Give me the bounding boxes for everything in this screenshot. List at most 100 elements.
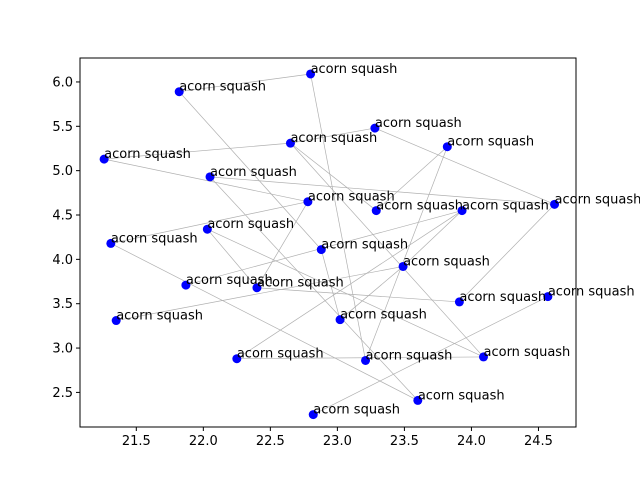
x-tick-label: 22.0 bbox=[189, 434, 218, 449]
data-point bbox=[308, 410, 318, 420]
point-label: acorn squash bbox=[462, 199, 549, 214]
data-point bbox=[106, 238, 116, 248]
data-point bbox=[361, 355, 371, 365]
x-tick-label: 22.5 bbox=[256, 434, 285, 449]
y-tick-label: 4.5 bbox=[52, 209, 73, 224]
y-tick-label: 5.5 bbox=[52, 120, 73, 135]
data-point bbox=[232, 354, 242, 364]
point-label: acorn squash bbox=[290, 131, 377, 146]
connection-line bbox=[207, 228, 484, 358]
data-point bbox=[181, 280, 191, 290]
connection-line bbox=[459, 204, 555, 303]
connection-line bbox=[374, 127, 555, 205]
x-axis-ticks: 21.5 22.0 22.5 23.0 23.5 24.0 24.5 bbox=[122, 427, 553, 449]
data-point bbox=[306, 69, 316, 79]
data-points bbox=[99, 69, 560, 420]
connection-line bbox=[236, 356, 484, 360]
x-tick-label: 24.0 bbox=[457, 434, 486, 449]
connection-line bbox=[402, 210, 463, 267]
point-label: acorn squash bbox=[104, 147, 191, 162]
data-point bbox=[550, 199, 560, 209]
point-label: acorn squash bbox=[237, 347, 324, 362]
axes-frame bbox=[79, 57, 577, 428]
point-label: acorn squash bbox=[376, 199, 463, 214]
point-label: acorn squash bbox=[311, 62, 398, 77]
point-label: acorn squash bbox=[116, 309, 203, 324]
point-label: acorn squash bbox=[555, 192, 640, 207]
point-label: acorn squash bbox=[186, 273, 273, 288]
point-label: acorn squash bbox=[459, 290, 546, 305]
data-point bbox=[202, 224, 212, 234]
point-label: acorn squash bbox=[375, 116, 462, 131]
point-label: acorn squash bbox=[340, 308, 427, 323]
connection-line bbox=[313, 296, 549, 415]
y-tick-label: 6.0 bbox=[52, 75, 73, 90]
connection-line bbox=[104, 142, 291, 160]
point-label: acorn squash bbox=[179, 80, 266, 95]
point-label: acorn squash bbox=[321, 238, 408, 253]
point-label: acorn squash bbox=[484, 345, 571, 360]
connection-line bbox=[290, 142, 484, 358]
connection-line bbox=[209, 176, 419, 401]
point-label: acorn squash bbox=[366, 348, 453, 363]
data-point bbox=[370, 123, 380, 133]
x-tick-label: 23.5 bbox=[390, 434, 419, 449]
data-point bbox=[371, 206, 381, 216]
point-label: acorn squash bbox=[111, 231, 198, 246]
connection-line bbox=[365, 146, 448, 361]
data-point bbox=[398, 261, 408, 271]
data-point bbox=[252, 283, 262, 293]
point-label: acorn squash bbox=[207, 217, 294, 232]
connection-line bbox=[290, 142, 377, 211]
point-label: acorn squash bbox=[257, 276, 344, 291]
connection-line bbox=[210, 176, 555, 205]
data-point bbox=[303, 197, 313, 207]
data-point bbox=[413, 395, 423, 405]
data-point bbox=[285, 138, 295, 148]
data-point bbox=[442, 142, 452, 152]
y-tick-label: 3.0 bbox=[52, 342, 73, 357]
connection-line bbox=[179, 73, 311, 93]
data-point bbox=[335, 315, 345, 325]
data-point bbox=[99, 154, 109, 164]
data-point bbox=[543, 292, 553, 302]
y-axis-ticks: 2.5 3.0 3.5 4.0 4.5 5.0 5.5 6.0 bbox=[52, 75, 80, 401]
connection-line bbox=[290, 127, 375, 144]
connection-line bbox=[110, 201, 308, 244]
data-point bbox=[479, 352, 489, 362]
data-point bbox=[205, 172, 215, 182]
connection-line bbox=[256, 201, 309, 288]
connection-line bbox=[178, 91, 322, 250]
data-point bbox=[454, 297, 464, 307]
x-tick-label: 24.5 bbox=[524, 434, 553, 449]
connection-line bbox=[339, 266, 404, 320]
data-point bbox=[174, 87, 184, 97]
connection-line bbox=[320, 249, 341, 320]
point-label: acorn squash bbox=[308, 190, 395, 205]
y-tick-label: 3.5 bbox=[52, 297, 73, 312]
connection-line bbox=[104, 158, 308, 203]
connection-line bbox=[207, 228, 258, 288]
connection-line bbox=[110, 243, 418, 401]
connection-line bbox=[236, 210, 463, 359]
connection-lines bbox=[104, 73, 555, 415]
data-point bbox=[457, 206, 467, 216]
point-label: acorn squash bbox=[210, 165, 297, 180]
connection-line bbox=[256, 287, 460, 303]
point-label: acorn squash bbox=[548, 285, 635, 300]
point-label: acorn squash bbox=[313, 403, 400, 418]
y-tick-label: 4.0 bbox=[52, 253, 73, 268]
connection-line bbox=[116, 266, 404, 321]
y-tick-label: 5.0 bbox=[52, 164, 73, 179]
connection-line bbox=[376, 146, 448, 211]
data-point bbox=[111, 316, 121, 326]
x-tick-label: 21.5 bbox=[122, 434, 151, 449]
connection-line bbox=[310, 73, 366, 361]
x-tick-label: 23.0 bbox=[323, 434, 352, 449]
point-label: acorn squash bbox=[447, 135, 534, 150]
data-point bbox=[316, 245, 326, 255]
point-label: acorn squash bbox=[418, 388, 505, 403]
